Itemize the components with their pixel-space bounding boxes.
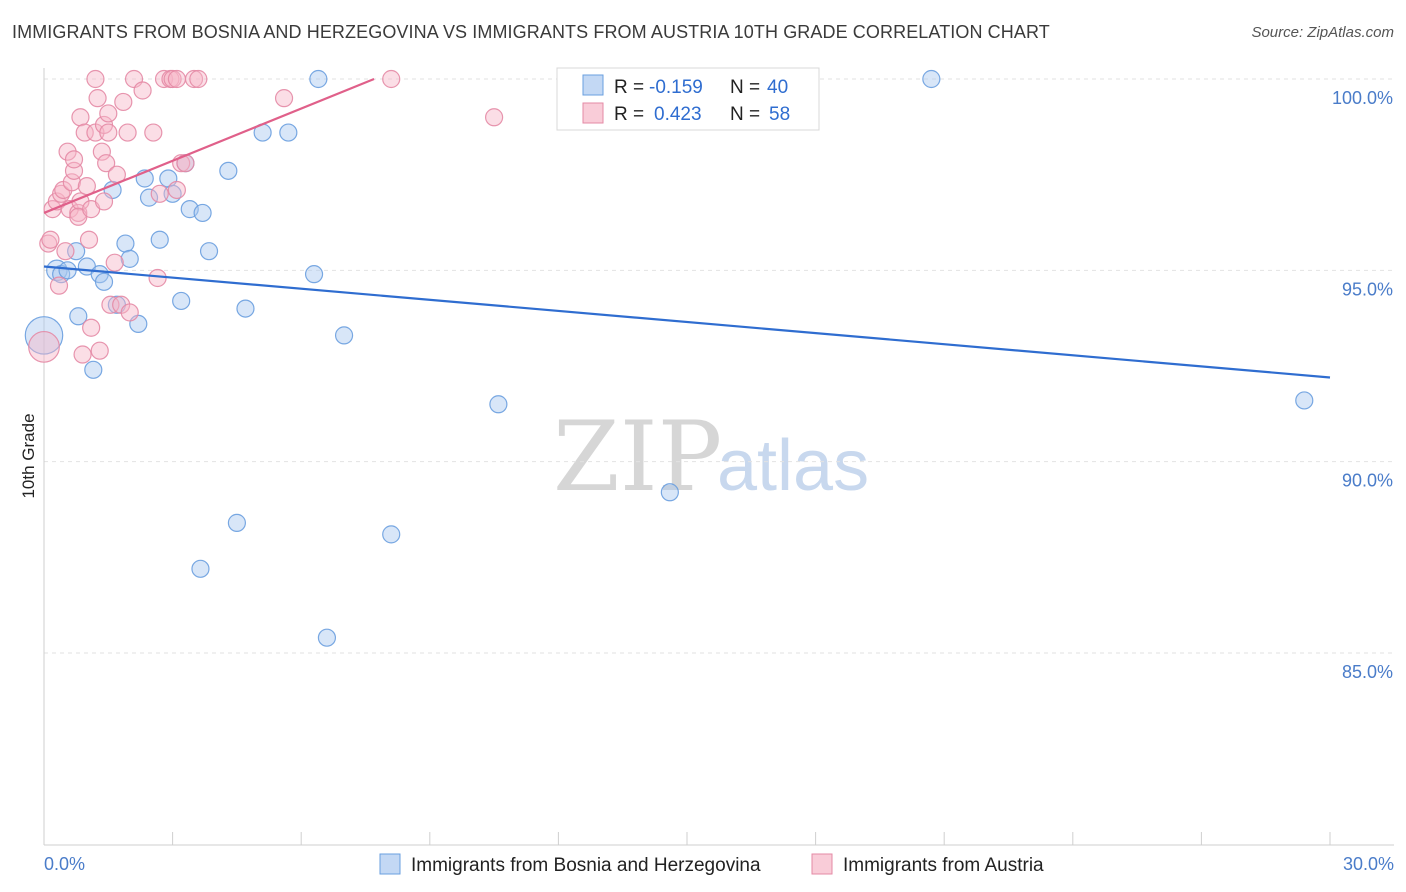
bosnia-point-37 [660, 483, 679, 502]
series-legend-label-bosnia: Immigrants from Bosnia and Herzegovina [411, 855, 761, 876]
legend-r-value-0: -0.159 [649, 77, 703, 98]
bosnia-point-7 [84, 360, 103, 379]
legend-swatch-bosnia [582, 74, 604, 96]
austria-point-52 [184, 69, 204, 89]
legend-r-label-1: R = [614, 104, 644, 125]
austria-point-32 [97, 154, 116, 173]
austria-point-26 [88, 89, 107, 108]
bosnia-point-0 [24, 316, 64, 355]
austria-point-23 [82, 318, 101, 337]
y-tick-label-100: 100.0% [1332, 88, 1393, 108]
data-points [24, 69, 1314, 647]
bosnia-point-20 [172, 291, 191, 311]
bosnia-point-23 [193, 203, 212, 223]
austria-point-44 [148, 268, 167, 288]
austria-point-19 [75, 123, 94, 142]
x-tick-label-0: 0.0% [44, 854, 85, 874]
bosnia-point-26 [236, 299, 255, 318]
bosnia-point-24 [199, 242, 219, 261]
austria-point-17 [71, 108, 90, 127]
austria-point-54 [274, 89, 294, 108]
austria-point-25 [86, 69, 105, 89]
bosnia-point-34 [317, 628, 337, 647]
bosnia-point-17 [150, 230, 169, 249]
bosnia-point-35 [382, 525, 401, 544]
legend-r-label-0: R = [614, 77, 644, 98]
bosnia-point-29 [304, 265, 324, 284]
austria-point-18 [73, 345, 92, 364]
trend-lines [43, 77, 1331, 379]
austria-point-39 [118, 123, 137, 142]
austria-point-5 [49, 276, 69, 295]
austria-point-34 [101, 295, 120, 314]
x-ticks [43, 832, 1331, 845]
chart-title: IMMIGRANTS FROM BOSNIA AND HERZEGOVINA V… [12, 22, 1050, 42]
bosnia-point-3 [58, 261, 77, 280]
bosnia-point-36 [489, 395, 508, 414]
series-legend-swatch-austria [811, 853, 833, 875]
series-legend-swatch-bosnia [379, 853, 401, 875]
austria-point-11 [62, 173, 81, 192]
y-tick-label-85: 85.0% [1342, 662, 1393, 682]
bosnia-point-5 [69, 307, 88, 326]
bosnia-point-30 [309, 69, 328, 89]
bosnia-point-12 [116, 234, 135, 253]
austria-point-35 [105, 253, 124, 272]
austria-point-28 [92, 142, 111, 161]
source-label: Source: ZipAtlas.com [1251, 24, 1394, 41]
austria-point-53 [189, 69, 208, 89]
stats-legend: R = -0.159 N = 40 R = 0.423 N = 58 [556, 67, 820, 131]
y-axis-title: 10th Grade [19, 413, 38, 498]
bosnia-point-33 [227, 513, 246, 532]
series-legend: Immigrants from Bosnia and Herzegovina I… [379, 853, 1044, 876]
watermark-zip: ZIP [553, 401, 722, 513]
austria-point-27 [90, 341, 109, 360]
watermark-atlas: atlas [717, 426, 869, 506]
bosnia-point-39 [1295, 391, 1314, 410]
austria-point-29 [94, 192, 114, 211]
bosnia-point-4 [67, 242, 86, 261]
legend-swatch-austria [582, 102, 604, 124]
bosnia-point-31 [334, 326, 354, 345]
x-tick-label-1: 30.0% [1343, 854, 1394, 874]
bosnia-point-32 [191, 559, 210, 578]
y-tick-label-95: 95.0% [1342, 279, 1393, 299]
austria-point-45 [150, 184, 169, 203]
austria-point-13 [64, 150, 84, 169]
legend-n-label-0: N = [730, 77, 760, 98]
austria-trend-line [43, 77, 375, 214]
legend-r-value-1: 0.423 [654, 104, 702, 125]
series-legend-label-austria: Immigrants from Austria [843, 855, 1044, 876]
austria-point-49 [167, 180, 186, 200]
bosnia-point-25 [219, 161, 238, 180]
austria-point-21 [79, 230, 99, 249]
austria-point-42 [133, 81, 152, 100]
austria-point-2 [41, 230, 60, 249]
austria-point-38 [114, 92, 133, 112]
austria-point-43 [144, 123, 163, 142]
bosnia-point-38 [922, 69, 941, 89]
austria-point-40 [120, 303, 139, 322]
austria-point-56 [485, 108, 504, 127]
bosnia-point-28 [279, 123, 298, 142]
y-tick-labels: 85.0% 90.0% 95.0% 100.0% [1332, 88, 1393, 682]
bosnia-trend-line [43, 265, 1331, 379]
legend-n-value-1: 58 [769, 104, 790, 125]
y-tick-label-90: 90.0% [1342, 471, 1393, 491]
bosnia-point-13 [120, 249, 139, 268]
austria-point-48 [163, 69, 182, 89]
legend-n-label-1: N = [730, 104, 760, 125]
austria-point-55 [382, 69, 401, 89]
austria-point-33 [99, 104, 118, 123]
austria-point-31 [99, 123, 118, 142]
legend-n-value-0: 40 [767, 77, 788, 98]
bosnia-point-9 [94, 272, 114, 291]
bosnia-point-16 [139, 188, 159, 207]
austria-point-50 [167, 69, 186, 89]
austria-point-0 [28, 330, 60, 363]
austria-point-8 [56, 242, 75, 261]
